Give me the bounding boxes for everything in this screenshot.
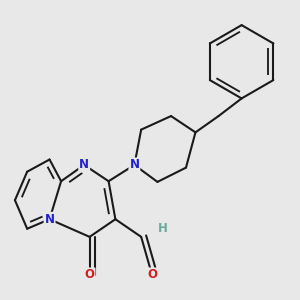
- Text: N: N: [129, 158, 140, 171]
- Text: H: H: [158, 222, 168, 235]
- Text: N: N: [45, 213, 55, 226]
- Text: O: O: [147, 268, 157, 281]
- Text: O: O: [85, 268, 94, 281]
- Text: N: N: [79, 158, 89, 171]
